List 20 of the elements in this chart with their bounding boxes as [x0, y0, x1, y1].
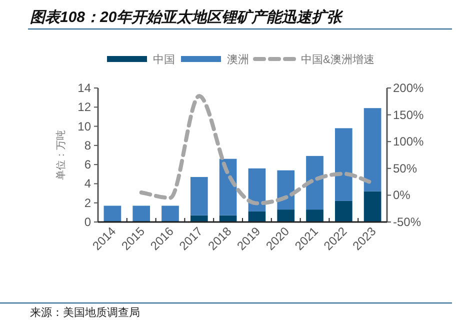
y-axis-title: 单位：万吨 — [55, 130, 67, 180]
y2-tick-label: 0% — [393, 188, 411, 202]
y-tick-label: 14 — [78, 81, 92, 95]
y-tick-label: 10 — [78, 119, 92, 134]
y-tick-label: 0 — [84, 215, 92, 229]
y2-tick-label: 100% — [393, 134, 424, 149]
y-tick-label: 2 — [84, 196, 92, 210]
chart-title: 图表108：20年开始亚太地区锂矿产能迅速扩张 — [30, 8, 344, 26]
source-note: 来源：美国地质调查局 — [30, 306, 140, 319]
legend-label: 澳洲 — [227, 53, 249, 66]
legend-label: 中国&澳洲增速 — [301, 53, 374, 66]
y2-tick-label: -50% — [393, 215, 422, 229]
y-tick-label: 12 — [78, 100, 92, 114]
y2-tick-label: 50% — [393, 161, 418, 176]
legend-label: 中国 — [153, 53, 175, 66]
y-tick-label: 4 — [84, 176, 92, 191]
y-tick-label: 6 — [84, 158, 92, 172]
y2-tick-label: 150% — [393, 108, 424, 122]
y2-tick-label: 200% — [393, 81, 424, 95]
y-tick-label: 8 — [84, 138, 92, 152]
